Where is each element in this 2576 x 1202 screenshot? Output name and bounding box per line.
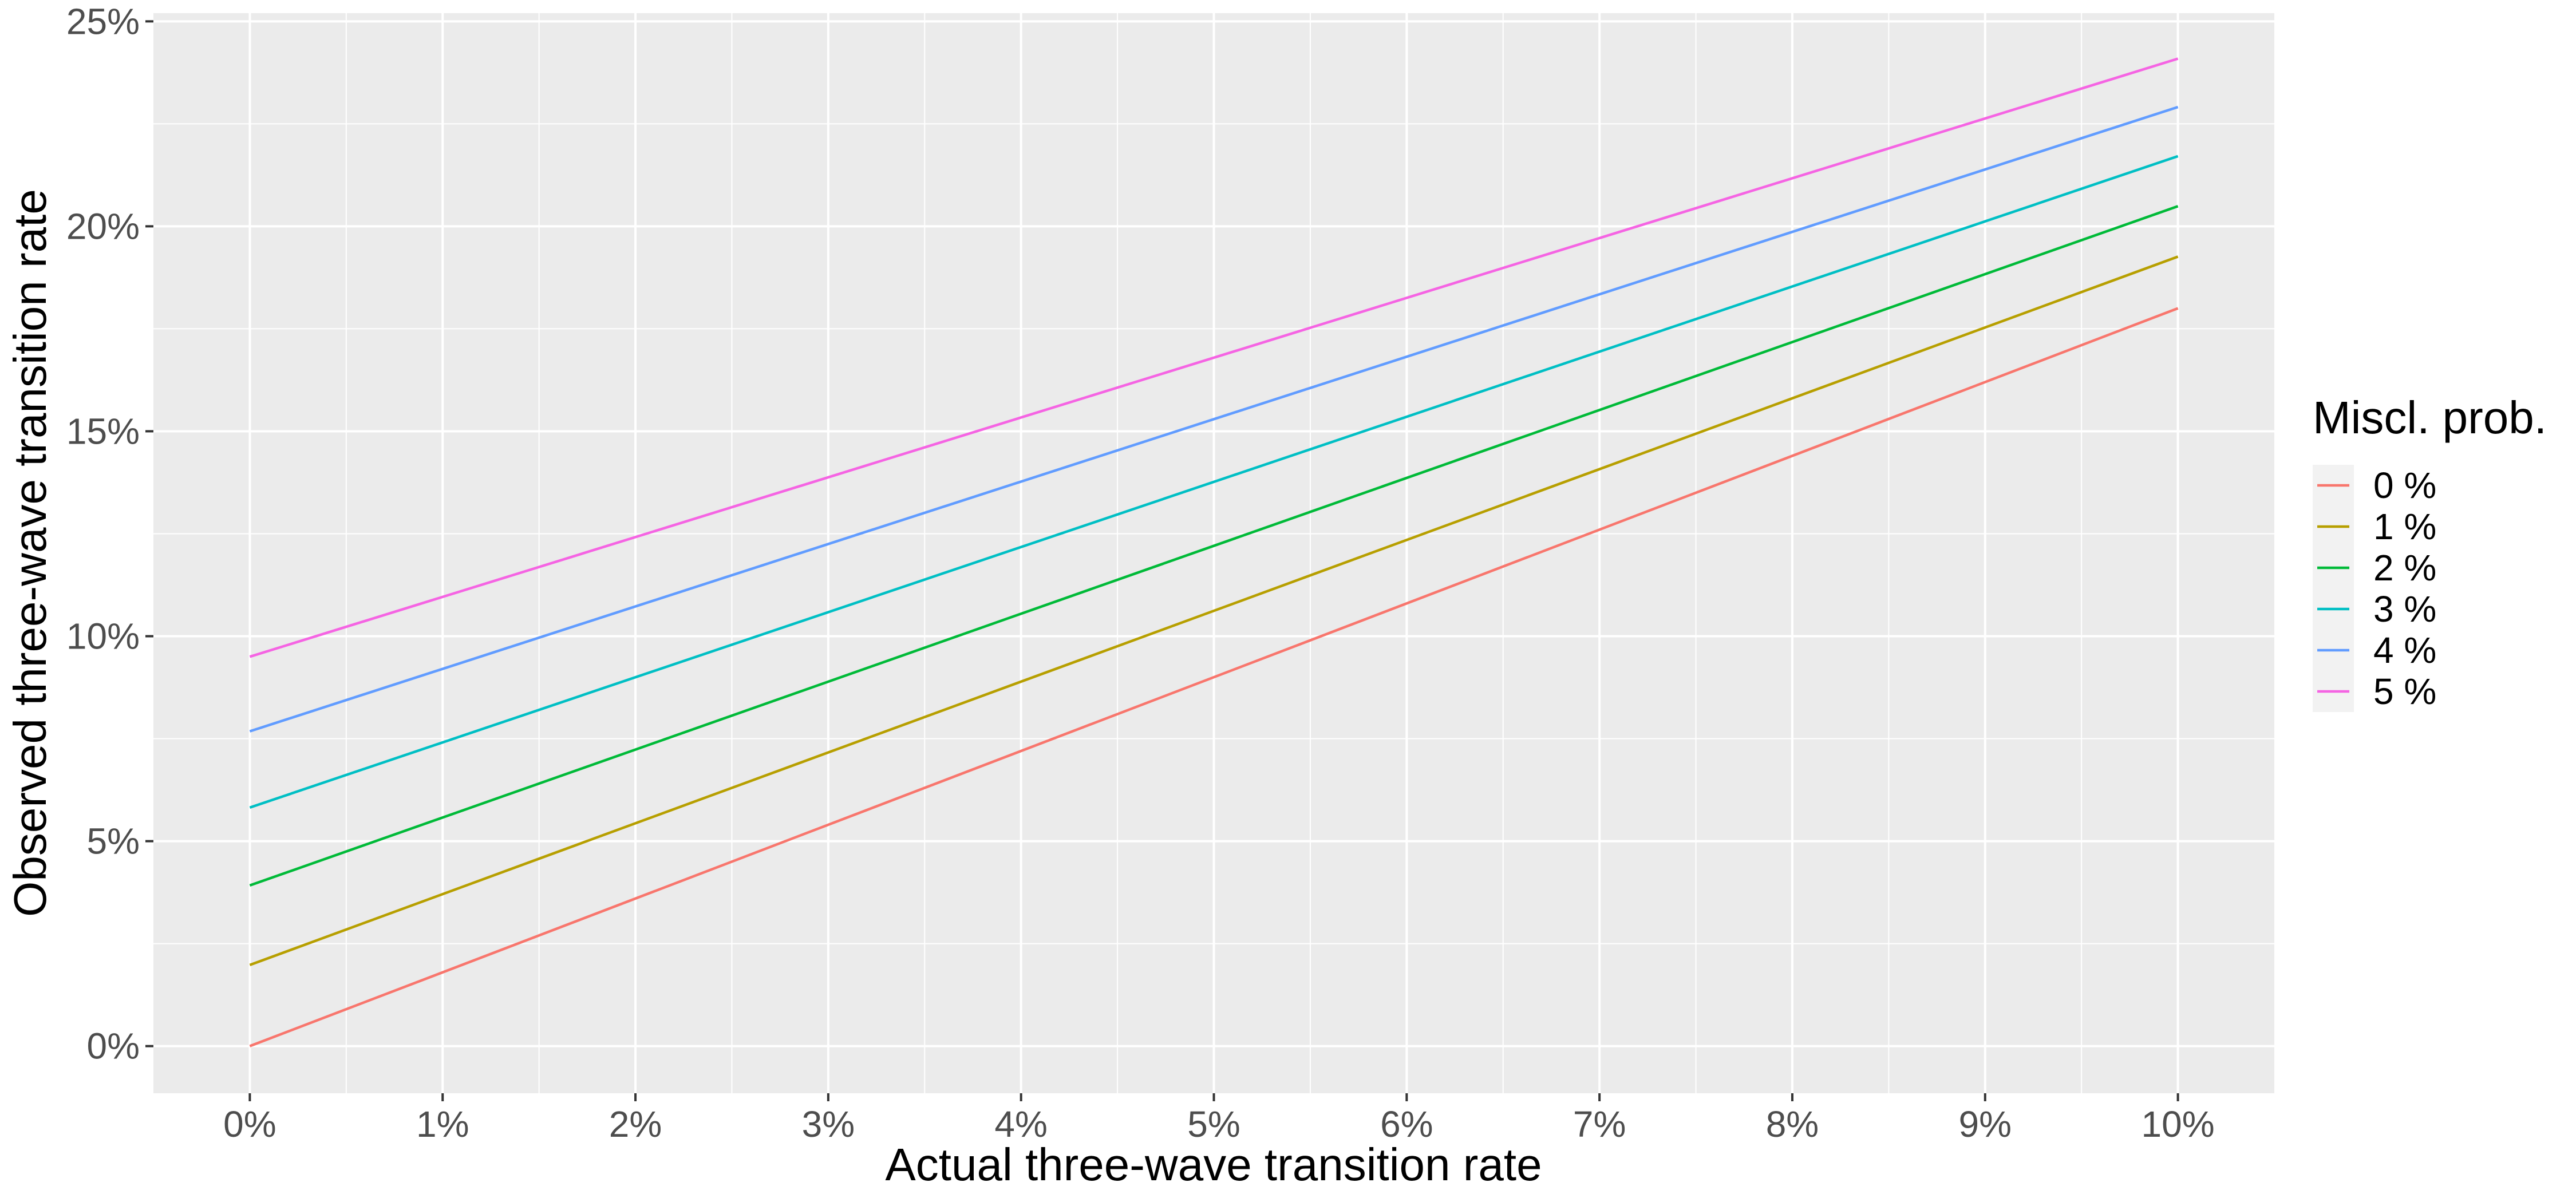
series-lines <box>249 57 2179 1047</box>
x-tick-label: 7% <box>1573 1104 1626 1145</box>
series-line <box>249 155 2179 809</box>
legend: Miscl. prob. 0 %1 %2 %3 %4 %5 % <box>2313 392 2547 712</box>
y-tick-label: 20% <box>66 205 140 247</box>
series-line <box>249 205 2179 887</box>
legend-label: 2 % <box>2373 547 2436 588</box>
y-tick-label: 15% <box>66 410 140 452</box>
x-axis: 0% 1% 2% 3% 4% 5% 6% 7% 8% 9% 10% <box>223 1093 2215 1145</box>
legend-label: 4 % <box>2373 630 2436 671</box>
x-tick-label: 9% <box>1959 1104 2012 1145</box>
x-tick-label: 0% <box>223 1104 276 1145</box>
series-line <box>249 307 2179 1047</box>
legend-label: 5 % <box>2373 671 2436 712</box>
legend-title: Miscl. prob. <box>2313 392 2547 443</box>
y-tick-label: 0% <box>87 1026 140 1067</box>
x-tick-label: 2% <box>609 1104 662 1145</box>
series-line <box>249 255 2179 966</box>
x-tick-label: 1% <box>416 1104 469 1145</box>
x-tick-label: 10% <box>2142 1104 2215 1145</box>
legend-label: 0 % <box>2373 465 2436 506</box>
x-tick-label: 4% <box>994 1104 1048 1145</box>
series-line <box>249 105 2179 733</box>
legend-label: 1 % <box>2373 506 2436 547</box>
x-tick-label: 5% <box>1187 1104 1240 1145</box>
x-tick-label: 8% <box>1766 1104 1819 1145</box>
series-line <box>249 57 2179 658</box>
x-tick-label: 3% <box>802 1104 855 1145</box>
y-axis: 0% 5% 10% 15% 20% 25% <box>66 1 153 1067</box>
y-tick-label: 10% <box>66 616 140 657</box>
legend-label: 3 % <box>2373 588 2436 630</box>
y-tick-label: 5% <box>87 821 140 862</box>
major-gridlines <box>153 13 2274 1093</box>
y-tick-label: 25% <box>66 1 140 42</box>
x-axis-title: Actual three-wave transition rate <box>885 1139 1542 1190</box>
y-axis-title: Observed three-wave transition rate <box>5 189 56 917</box>
x-tick-label: 6% <box>1380 1104 1433 1145</box>
